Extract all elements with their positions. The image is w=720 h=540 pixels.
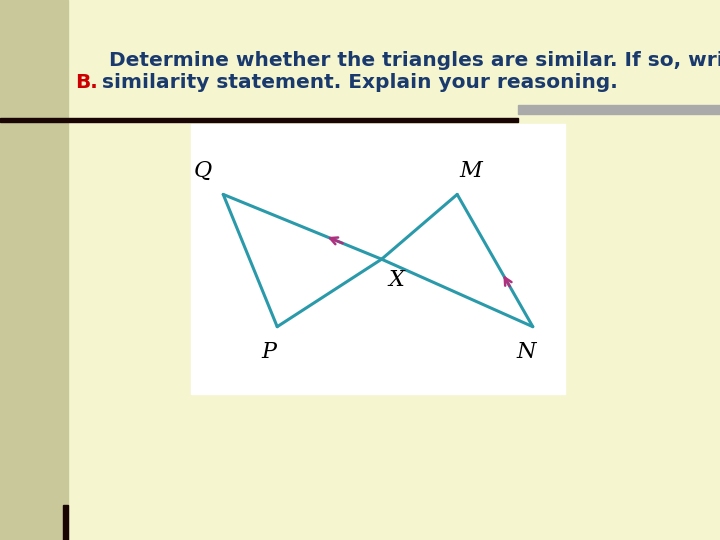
Text: B.: B. <box>76 73 99 92</box>
Bar <box>191 124 565 394</box>
Bar <box>63 505 68 540</box>
Bar <box>518 105 720 114</box>
Bar <box>0 118 518 122</box>
Text: M: M <box>459 160 482 182</box>
Text: N: N <box>517 341 536 363</box>
Bar <box>0 0 68 540</box>
Text: P: P <box>261 341 276 363</box>
Text: Determine whether the triangles are similar. If so, write a
similarity statement: Determine whether the triangles are simi… <box>102 51 720 92</box>
Text: X: X <box>389 269 405 291</box>
Text: Q: Q <box>194 160 212 182</box>
